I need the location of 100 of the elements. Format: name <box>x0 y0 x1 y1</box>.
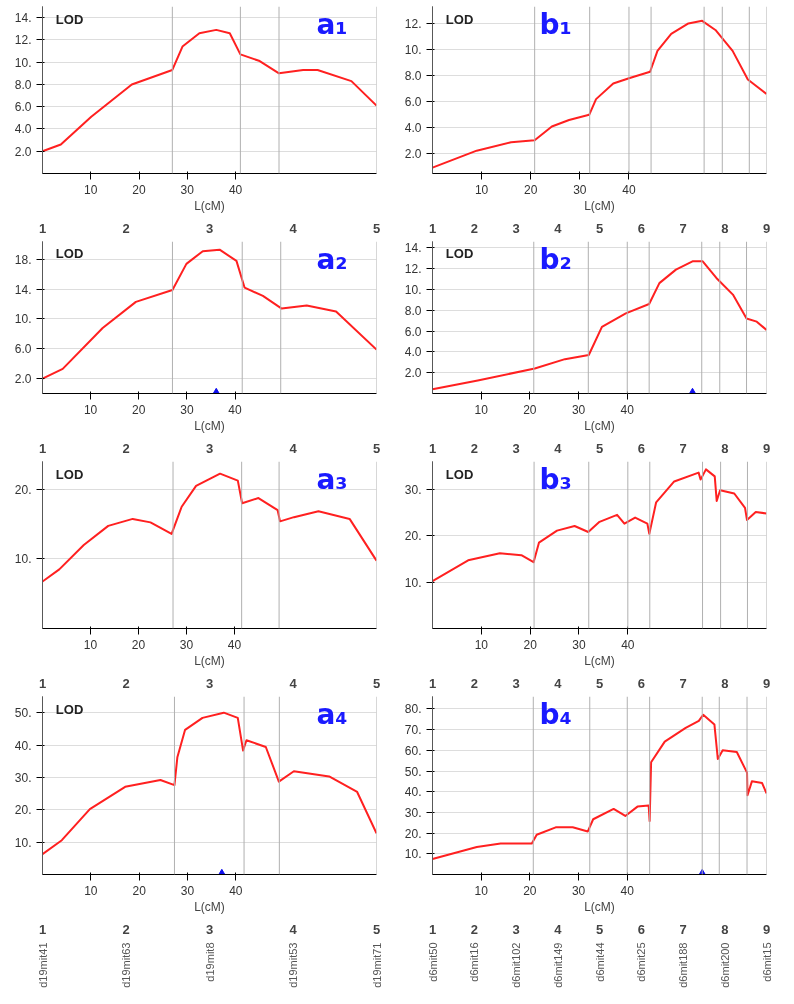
text: 4 <box>289 675 298 691</box>
y-tick-label: 14. <box>404 241 422 256</box>
text: d19mit53 <box>287 942 299 988</box>
text: 1 <box>428 440 437 456</box>
x-tick-label: 40 <box>622 182 636 197</box>
text: 7 <box>679 440 687 456</box>
y-tick-label: 10. <box>14 312 32 327</box>
y-axis-title: LOD <box>55 11 84 27</box>
x-tick-label: 40 <box>228 182 243 197</box>
text: 3 <box>205 220 214 236</box>
y-tick-label: 60. <box>404 743 422 758</box>
y-tick-label: 50. <box>14 706 32 721</box>
text: 2 <box>122 440 130 456</box>
x-tick-label: 30 <box>180 883 195 898</box>
x-tick-label: 40 <box>228 402 243 417</box>
text: d19mit8 <box>203 942 216 982</box>
text: 8 <box>721 675 729 691</box>
x-tick-label: 10 <box>474 883 489 898</box>
x-tick-label: 20 <box>523 402 537 417</box>
text: 2 <box>470 220 478 236</box>
text: 3 <box>512 440 520 456</box>
x-tick-label: 30 <box>573 182 587 197</box>
text: d19mit41 <box>36 942 49 988</box>
text: 8 <box>721 440 729 456</box>
text: 4 <box>289 220 298 236</box>
y-tick-label: 2.0 <box>404 147 422 162</box>
x-tick-label: 30 <box>571 883 586 898</box>
text: d6mit50 <box>426 942 439 982</box>
y-tick-label: 4.0 <box>404 121 422 136</box>
text: 2 <box>122 675 130 691</box>
y-axis-title: LOD <box>445 11 474 27</box>
y-axis-title: LOD <box>445 246 474 262</box>
x-axis-title: L(cM) <box>194 418 225 433</box>
x-tick-label: 40 <box>227 637 242 652</box>
text: d6mit15 <box>760 942 773 982</box>
chart-title: a₁ <box>316 8 348 42</box>
x-tick-label: 30 <box>180 182 195 197</box>
text: 1 <box>38 921 47 937</box>
y-tick-label: 20. <box>14 482 32 497</box>
x-axis-title: L(cM) <box>584 418 615 433</box>
text: d6mit188 <box>677 942 689 988</box>
text: 2 <box>470 675 478 691</box>
y-axis-title: LOD <box>55 701 84 717</box>
text: 4 <box>554 921 563 937</box>
y-tick-label: 10. <box>404 575 422 590</box>
text: 3 <box>205 921 214 937</box>
text: 2 <box>122 921 130 937</box>
text: 3 <box>512 921 520 937</box>
y-tick-label: 12. <box>14 33 32 48</box>
y-tick-label: 2.0 <box>14 144 32 159</box>
x-tick-label: 40 <box>229 883 243 898</box>
y-tick-label: 2.0 <box>14 372 32 387</box>
y-tick-label: 10. <box>14 55 32 70</box>
text: 5 <box>372 675 381 691</box>
y-tick-label: 30. <box>404 482 422 497</box>
y-tick-label: 10. <box>14 835 32 850</box>
y-axis-title: LOD <box>445 466 474 482</box>
y-tick-label: 10. <box>404 847 422 862</box>
y-tick-label: 10. <box>404 282 422 297</box>
y-axis-title: LOD <box>55 466 84 482</box>
text: 5 <box>372 921 381 937</box>
x-tick-label: 30 <box>571 402 586 417</box>
y-tick-label: 10. <box>14 552 32 567</box>
x-tick-label: 10 <box>474 402 489 417</box>
x-tick-label: 30 <box>179 637 194 652</box>
x-axis-title: L(cM) <box>194 653 225 668</box>
text: d6mit200 <box>718 942 731 988</box>
chart-title: b₁ <box>539 8 572 42</box>
y-tick-label: 12. <box>404 262 422 277</box>
chart-title: a₃ <box>316 463 348 497</box>
y-tick-label: 10. <box>404 43 422 58</box>
x-tick-label: 40 <box>620 402 635 417</box>
chart-title: a₂ <box>316 243 348 277</box>
y-tick-label: 30. <box>14 770 32 785</box>
x-tick-label: 10 <box>84 883 98 898</box>
text: 9 <box>762 220 771 236</box>
text: d6mit149 <box>551 942 564 988</box>
text: 8 <box>721 220 729 236</box>
text: 4 <box>554 675 563 691</box>
x-tick-label: 10 <box>474 182 489 197</box>
y-tick-label: 14. <box>14 11 32 26</box>
text: 4 <box>554 440 563 456</box>
text: d6mit25 <box>635 942 648 982</box>
chart-title: b₃ <box>539 463 572 497</box>
y-tick-label: 12. <box>404 16 422 31</box>
text: 9 <box>762 675 771 691</box>
y-tick-label: 50. <box>404 764 422 779</box>
x-tick-label: 20 <box>523 883 537 898</box>
x-tick-label: 10 <box>83 637 98 652</box>
text: d19mit71 <box>370 942 383 988</box>
y-tick-label: 6.0 <box>14 100 32 115</box>
text: 7 <box>679 220 687 236</box>
text: 2 <box>470 440 478 456</box>
text: 9 <box>762 921 771 937</box>
x-axis-title: L(cM) <box>194 899 225 914</box>
y-tick-label: 40. <box>404 785 422 800</box>
x-axis-title: L(cM) <box>584 198 615 213</box>
text: 3 <box>512 675 520 691</box>
text: 7 <box>679 675 687 691</box>
text: 3 <box>205 675 214 691</box>
